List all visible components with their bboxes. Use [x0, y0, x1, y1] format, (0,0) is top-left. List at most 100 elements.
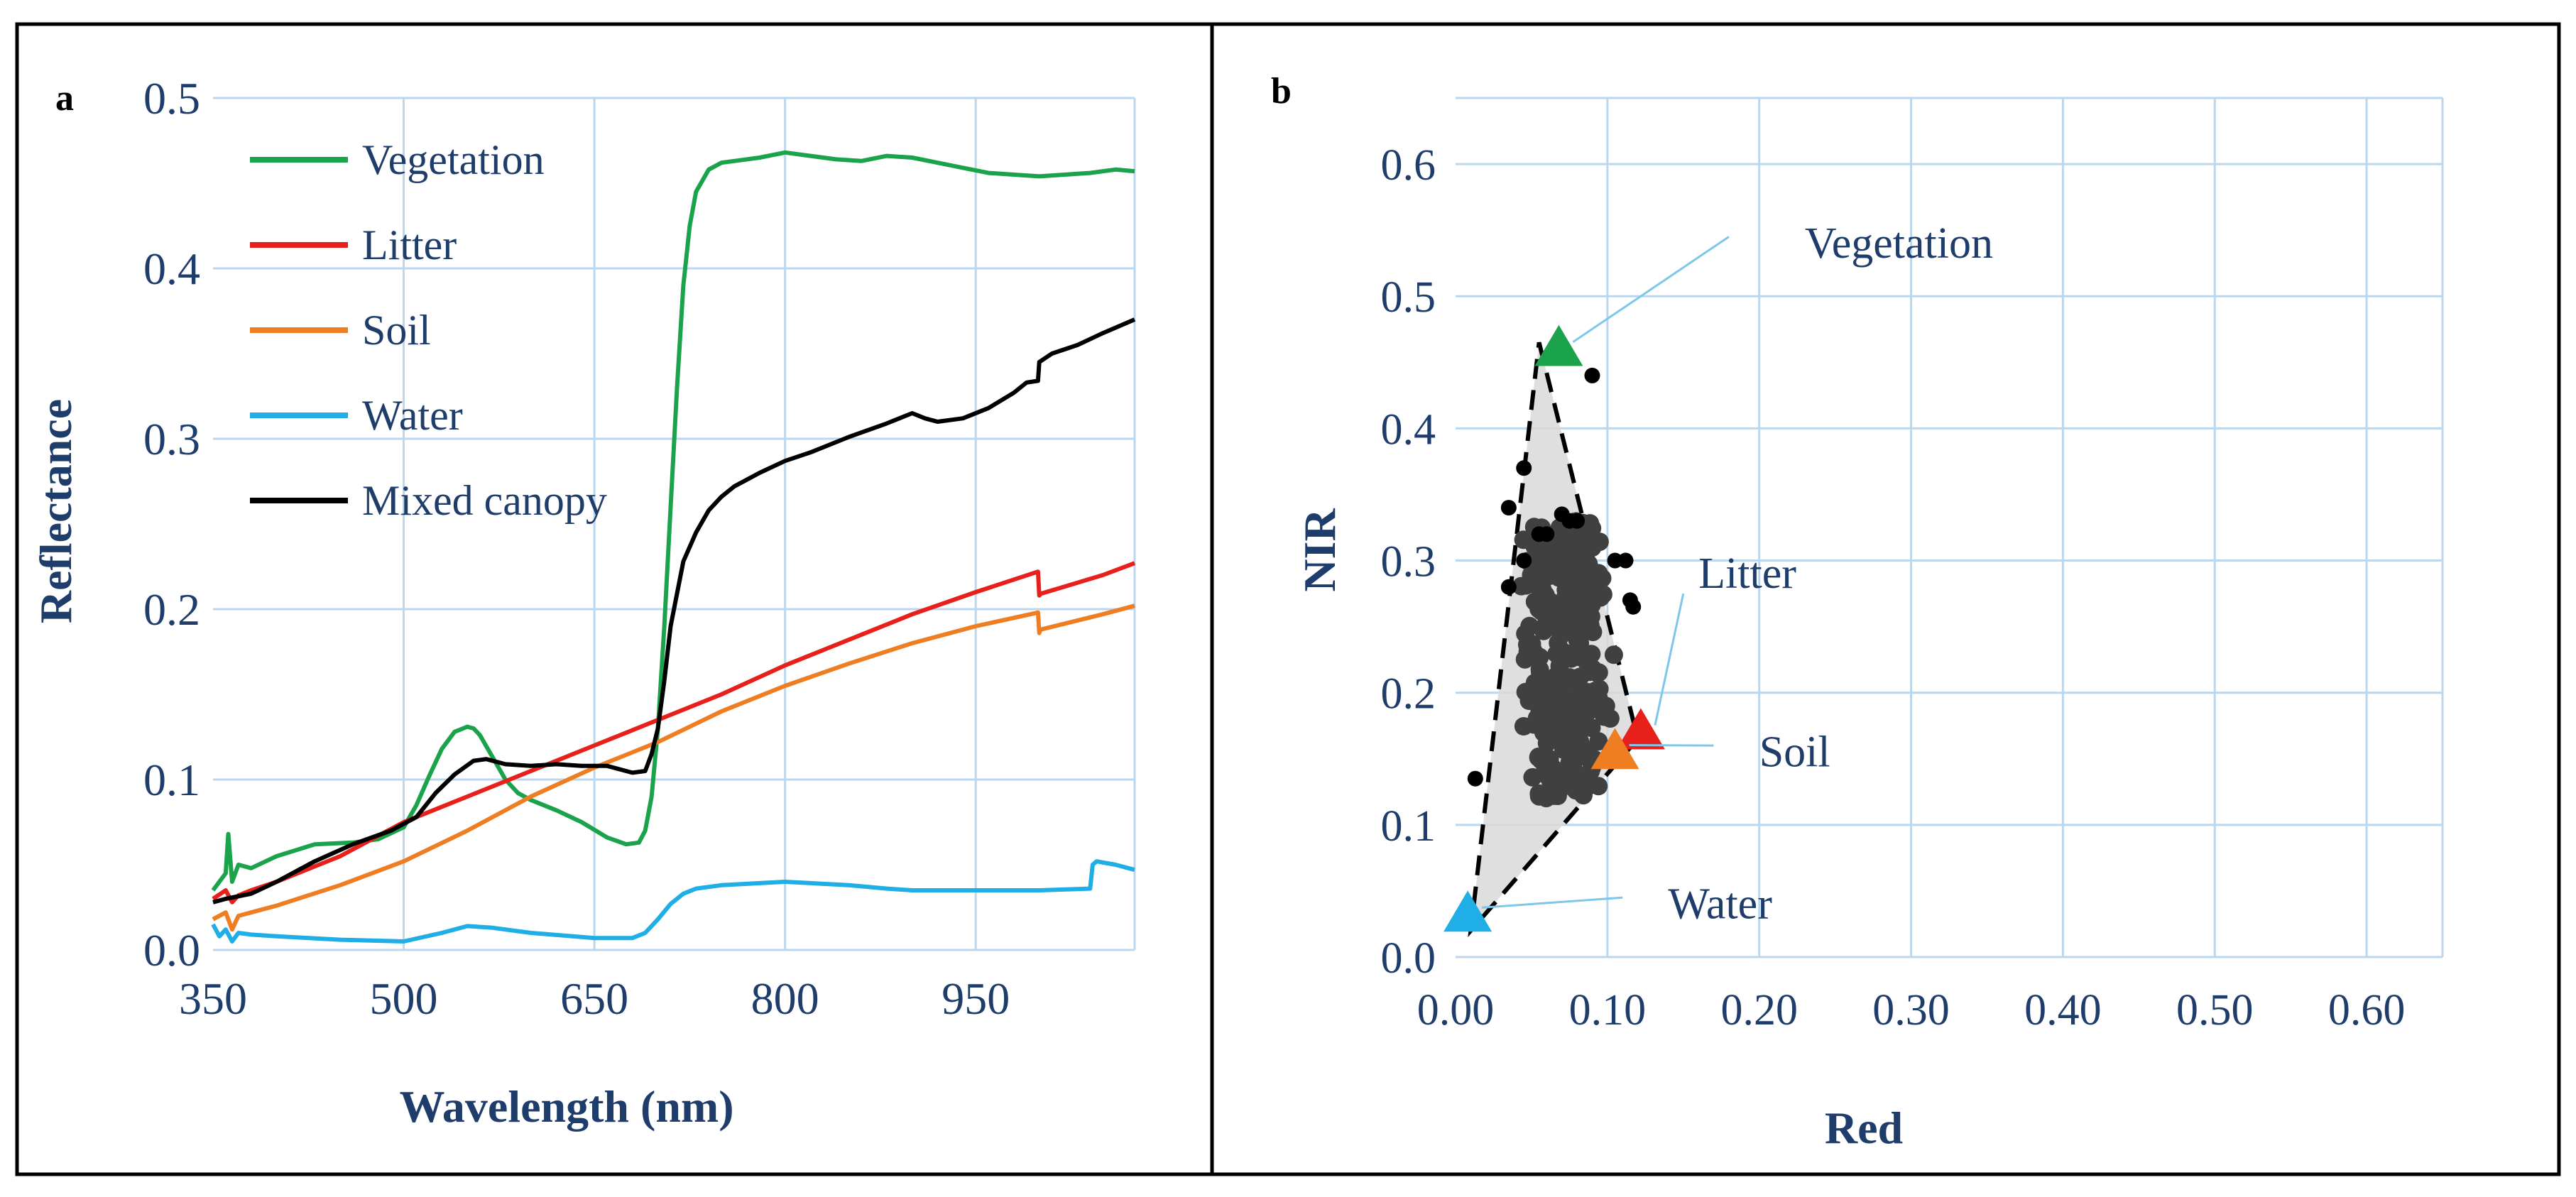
panel-a: a 350 500 650 800 950 0.0 0.1 0.2 0.3 0.4 0.5 Veg…: [31, 73, 1136, 1132]
panel-b-y-tick-label: 0.0: [1381, 934, 1436, 983]
panel-b-y-tick-label: 0.1: [1381, 802, 1436, 851]
scatter-point: [1549, 633, 1568, 652]
scatter-point: [1582, 718, 1601, 738]
scatter-point: [1577, 599, 1596, 618]
scatter-point-outlier: [1554, 506, 1570, 523]
panel-b-y-tick-label: 0.2: [1381, 670, 1436, 718]
scatter-point: [1578, 559, 1598, 578]
scatter-point-outlier: [1516, 552, 1532, 569]
panel-a-grid: [213, 97, 1135, 951]
endmember-leader-line: [1654, 593, 1685, 726]
legend-entry: Water: [362, 392, 463, 439]
panel-b-x-tick-label: 0.30: [1872, 986, 1950, 1034]
series-line-vegetation: [211, 150, 1135, 892]
panel-a-y-tick-label: 0.2: [143, 584, 200, 635]
panel-b-y-tick-labels: 0.0 0.1 0.2 0.3 0.4 0.5 0.6: [1381, 141, 1436, 983]
endmember-label: Water: [1668, 880, 1772, 929]
scatter-point: [1549, 611, 1568, 630]
endmember-marker-water: [1443, 890, 1492, 932]
scatter-point: [1528, 572, 1547, 591]
panel-b-plot-frame: [1456, 97, 2444, 957]
panel-b-x-tick-label: 0.50: [2176, 986, 2254, 1034]
endmember-marker-litter: [1616, 708, 1665, 750]
legend-entry: Litter: [362, 222, 457, 268]
panel-a-x-tick-label: 950: [942, 973, 1010, 1024]
panel-a-x-tick-labels: 350 500 650 800 950: [179, 973, 1010, 1024]
scatter-point: [1537, 789, 1556, 808]
panel-b-x-tick-label: 0.10: [1569, 986, 1647, 1034]
scatter-point-outlier: [1500, 579, 1517, 595]
scatter-point: [1593, 585, 1612, 604]
scatter-point: [1523, 767, 1542, 787]
scatter-point-outlier: [1467, 770, 1483, 787]
panel-b-endmembers: Vegetation Litter Soil Water: [1443, 219, 1993, 932]
scatter-point: [1583, 519, 1602, 537]
scatter-point: [1593, 569, 1612, 588]
scatter-point-outlier: [1607, 552, 1623, 569]
scatter-point: [1576, 646, 1595, 665]
scatter-point-outlier: [1569, 513, 1586, 529]
endmember-marker-soil: [1590, 728, 1639, 770]
scatter-point: [1554, 689, 1573, 708]
scatter-point: [1564, 722, 1583, 741]
scatter-point: [1527, 549, 1546, 568]
panel-b-x-tick-labels: 0.00 0.10 0.20 0.30 0.40 0.50 0.60: [1417, 986, 2406, 1034]
endmember-label: Litter: [1698, 550, 1796, 598]
endmember-leader-line: [1482, 896, 1623, 909]
scatter-point: [1571, 535, 1590, 554]
legend-entry: Soil: [362, 307, 431, 354]
scatter-point-outlier: [1516, 460, 1532, 476]
scatter-point-outlier: [1531, 526, 1547, 542]
scatter-point: [1530, 647, 1549, 667]
panel-b-y-axis-label: NIR: [1294, 508, 1345, 592]
scatter-point: [1564, 703, 1583, 722]
scatter-point: [1538, 669, 1557, 689]
panel-b-y-tick-label: 0.6: [1381, 141, 1436, 190]
panel-b-x-tick-label: 0.00: [1417, 986, 1495, 1034]
scatter-point: [1532, 750, 1551, 770]
scatter-point: [1563, 608, 1582, 628]
panel-a-y-axis-label: Reflectance: [31, 399, 81, 623]
panel-b-points: [1467, 367, 1642, 808]
scatter-point: [1549, 561, 1567, 580]
scatter-point: [1588, 696, 1607, 715]
panel-b-y-tick-label: 0.4: [1381, 405, 1436, 454]
panel-a-y-tick-label: 0.3: [143, 414, 200, 464]
scatter-point: [1563, 740, 1583, 759]
panel-b-x-tick-label: 0.20: [1720, 986, 1798, 1034]
panel-a-x-axis-label: Wavelength (nm): [399, 1081, 733, 1132]
legend-entry: Vegetation: [362, 136, 545, 183]
panel-a-y-tick-label: 0.1: [143, 755, 200, 805]
legend-entry: Mixed canopy: [362, 477, 607, 524]
panel-a-y-tick-label: 0.5: [143, 73, 200, 124]
panel-a-x-tick-label: 650: [560, 973, 628, 1024]
panel-a-label: a: [55, 78, 74, 119]
panel-a-y-tick-labels: 0.0 0.1 0.2 0.3 0.4 0.5: [143, 73, 200, 975]
scatter-point: [1517, 635, 1537, 655]
panel-a-y-tick-label: 0.0: [143, 925, 200, 975]
scatter-point-outlier: [1500, 500, 1517, 516]
scatter-point: [1575, 684, 1593, 703]
panel-a-x-tick-label: 800: [751, 973, 819, 1024]
scatter-point: [1568, 573, 1588, 591]
scatter-point: [1554, 675, 1573, 694]
endmember-leader-line: [1572, 236, 1730, 343]
panel-a-x-tick-label: 350: [179, 973, 247, 1024]
series-line-water: [211, 859, 1135, 944]
endmember-label: Vegetation: [1805, 219, 1993, 268]
series-line-soil: [212, 603, 1135, 932]
panel-b-x-axis-label: Red: [1825, 1103, 1903, 1153]
endmember-label: Soil: [1759, 728, 1830, 776]
panel-a-x-tick-label: 500: [370, 973, 438, 1024]
series-line-mixed-canopy: [212, 317, 1136, 904]
panel-b-y-tick-label: 0.3: [1381, 538, 1436, 586]
scatter-point: [1604, 645, 1623, 665]
panel-a-y-tick-label: 0.4: [143, 244, 200, 294]
panel-b-label: b: [1271, 71, 1292, 111]
scatter-point: [1532, 602, 1551, 621]
figure-border: [15, 22, 2561, 1176]
panel-a-series: [211, 150, 1136, 944]
